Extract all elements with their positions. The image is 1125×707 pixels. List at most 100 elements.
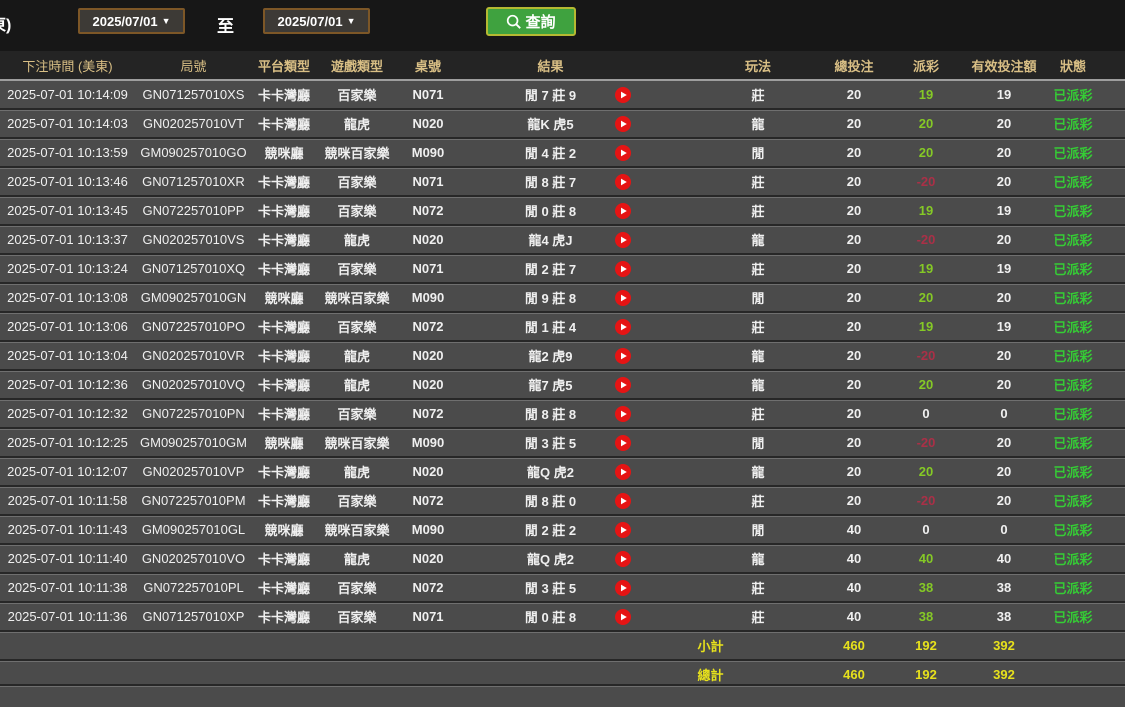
cell-round-id: GN072257010PL <box>135 573 252 602</box>
cell-platform: 卡卡灣廳 <box>252 602 316 631</box>
cell-status: 已派彩 <box>1046 254 1125 283</box>
play-video-button[interactable] <box>615 347 631 364</box>
cell-play: 莊 <box>648 486 818 515</box>
cell-platform: 卡卡灣廳 <box>252 196 316 225</box>
cell-valid-bet: 19 <box>962 196 1046 225</box>
play-video-button[interactable] <box>615 144 631 161</box>
cell-bet-time: 2025-07-01 10:11:40 <box>0 544 135 573</box>
cell-game-type: 百家樂 <box>316 602 398 631</box>
cell-replay <box>598 225 648 254</box>
play-icon <box>615 202 631 219</box>
cell-play: 莊 <box>648 196 818 225</box>
cell-bet-time: 2025-07-01 10:12:07 <box>0 457 135 486</box>
cell-game-type: 競咪百家樂 <box>316 283 398 312</box>
cell-game-type: 百家樂 <box>316 80 398 109</box>
cell-game-type: 競咪百家樂 <box>316 138 398 167</box>
cell-bet-time: 2025-07-01 10:13:08 <box>0 283 135 312</box>
cell-payout: 19 <box>890 80 962 109</box>
cell-bet-time: 2025-07-01 10:14:03 <box>0 109 135 138</box>
cell-replay <box>598 399 648 428</box>
cell-bet-time: 2025-07-01 10:13:04 <box>0 341 135 370</box>
cell-replay <box>598 486 648 515</box>
cell-play: 龍 <box>648 341 818 370</box>
cell-play: 莊 <box>648 254 818 283</box>
search-button[interactable]: 查詢 <box>486 7 576 36</box>
subtotal-spacer <box>0 631 648 660</box>
cell-total-bet: 20 <box>818 138 890 167</box>
cell-replay <box>598 80 648 109</box>
play-video-button[interactable] <box>615 202 631 219</box>
cell-result: 閒 4 莊 2 <box>458 138 598 167</box>
table-row: 2025-07-01 10:11:38 GN072257010PL 卡卡灣廳 百家樂 N… <box>0 573 1125 602</box>
table-row: 2025-07-01 10:11:40 GN020257010VO 卡卡灣廳 龍虎 N0… <box>0 544 1125 573</box>
cell-play: 龍 <box>648 109 818 138</box>
play-video-button[interactable] <box>615 521 631 538</box>
cell-play: 龍 <box>648 544 818 573</box>
cell-result: 閒 2 莊 7 <box>458 254 598 283</box>
cell-game-type: 百家樂 <box>316 486 398 515</box>
cell-payout: 40 <box>890 544 962 573</box>
cell-platform: 競咪廳 <box>252 515 316 544</box>
play-video-button[interactable] <box>615 318 631 335</box>
cell-result: 閒 0 莊 8 <box>458 196 598 225</box>
play-icon <box>615 434 631 451</box>
table-row: 2025-07-01 10:11:43 GM090257010GL 競咪廳 競咪百家樂… <box>0 515 1125 544</box>
play-video-button[interactable] <box>615 405 631 422</box>
cell-platform: 卡卡灣廳 <box>252 312 316 341</box>
date-to-select[interactable]: 2025/07/01 ▼ <box>263 8 370 34</box>
total-valid-bet: 392 <box>962 660 1046 688</box>
cell-round-id: GM090257010GN <box>135 283 252 312</box>
date-from-select[interactable]: 2025/07/01 ▼ <box>78 8 185 34</box>
total-total-bet: 460 <box>818 660 890 688</box>
play-video-button[interactable] <box>615 173 631 190</box>
cell-play: 莊 <box>648 602 818 631</box>
cell-game-type: 百家樂 <box>316 312 398 341</box>
cell-bet-time: 2025-07-01 10:12:32 <box>0 399 135 428</box>
play-video-button[interactable] <box>615 260 631 277</box>
cell-total-bet: 40 <box>818 573 890 602</box>
cell-table-no: M090 <box>398 428 458 457</box>
cell-valid-bet: 20 <box>962 283 1046 312</box>
play-video-button[interactable] <box>615 492 631 509</box>
subtotal-total-bet: 460 <box>818 631 890 660</box>
cell-status: 已派彩 <box>1046 486 1125 515</box>
play-video-button[interactable] <box>615 434 631 451</box>
cell-total-bet: 40 <box>818 602 890 631</box>
cell-play: 閒 <box>648 428 818 457</box>
toolbar: 東) 2025/07/01 ▼ 至 2025/07/01 ▼ 查詢 <box>0 0 1125 51</box>
cell-payout: 20 <box>890 457 962 486</box>
cell-table-no: N071 <box>398 80 458 109</box>
cell-replay <box>598 370 648 399</box>
cell-round-id: GN020257010VP <box>135 457 252 486</box>
play-video-button[interactable] <box>615 376 631 393</box>
cell-platform: 卡卡灣廳 <box>252 457 316 486</box>
cell-result: 龍4 虎J <box>458 225 598 254</box>
cell-status: 已派彩 <box>1046 167 1125 196</box>
play-video-button[interactable] <box>615 86 631 103</box>
cell-result: 龍K 虎5 <box>458 109 598 138</box>
cell-bet-time: 2025-07-01 10:14:09 <box>0 80 135 109</box>
bottom-filler <box>0 684 1125 707</box>
play-video-button[interactable] <box>615 608 631 625</box>
cell-total-bet: 20 <box>818 225 890 254</box>
cell-total-bet: 20 <box>818 486 890 515</box>
play-icon <box>615 521 631 538</box>
play-icon <box>615 173 631 190</box>
play-video-button[interactable] <box>615 289 631 306</box>
play-icon <box>615 579 631 596</box>
cell-platform: 競咪廳 <box>252 283 316 312</box>
play-video-button[interactable] <box>615 550 631 567</box>
cell-valid-bet: 20 <box>962 109 1046 138</box>
cell-total-bet: 20 <box>818 254 890 283</box>
cell-play: 莊 <box>648 573 818 602</box>
play-video-button[interactable] <box>615 115 631 132</box>
table-row: 2025-07-01 10:11:36 GN071257010XP 卡卡灣廳 百家樂 N… <box>0 602 1125 631</box>
cell-platform: 卡卡灣廳 <box>252 109 316 138</box>
play-video-button[interactable] <box>615 231 631 248</box>
cell-total-bet: 20 <box>818 341 890 370</box>
play-video-button[interactable] <box>615 579 631 596</box>
cell-status: 已派彩 <box>1046 312 1125 341</box>
cell-replay <box>598 196 648 225</box>
play-video-button[interactable] <box>615 463 631 480</box>
cell-play: 閒 <box>648 138 818 167</box>
